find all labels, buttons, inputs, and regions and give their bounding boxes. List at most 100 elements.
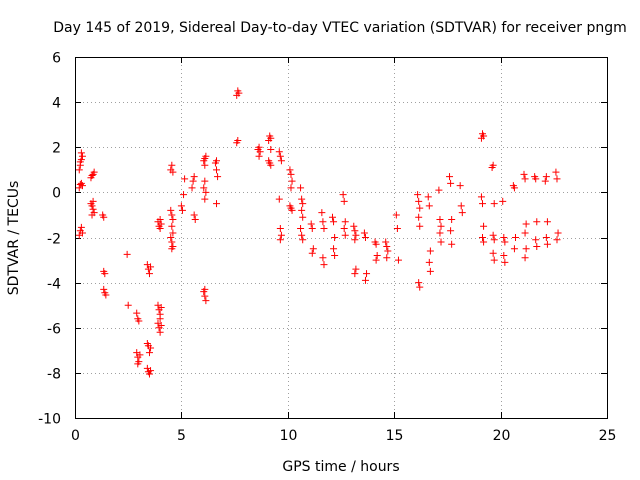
x-tick-label: 15 — [386, 428, 404, 444]
data-point — [100, 213, 108, 221]
data-point — [178, 206, 186, 214]
data-point — [299, 200, 307, 208]
data-point — [287, 184, 295, 192]
data-point — [88, 202, 96, 210]
data-point — [533, 243, 541, 251]
data-point — [298, 206, 306, 214]
data-point — [168, 245, 176, 253]
data-point — [202, 188, 210, 196]
data-point — [510, 184, 518, 192]
data-point — [331, 234, 339, 241]
data-point — [448, 215, 456, 223]
data-point — [424, 193, 432, 201]
data-point — [373, 252, 381, 260]
data-point — [415, 213, 423, 221]
y-tick-label: -6 — [47, 322, 61, 338]
data-point — [532, 236, 540, 244]
data-point — [437, 238, 445, 246]
data-point — [288, 206, 296, 214]
data-point — [100, 285, 108, 293]
y-tick-label: 4 — [52, 96, 61, 112]
data-point — [157, 220, 165, 228]
data-point — [351, 227, 359, 235]
data-point — [156, 215, 164, 223]
data-point — [190, 173, 198, 181]
data-point — [89, 197, 97, 205]
data-point — [267, 134, 275, 142]
data-point — [383, 254, 391, 262]
data-point — [191, 215, 199, 223]
data-point — [77, 223, 85, 231]
data-point — [436, 229, 444, 237]
data-point — [447, 227, 455, 235]
data-point — [123, 250, 131, 258]
data-point — [90, 168, 98, 176]
y-tick-label: 6 — [52, 51, 61, 67]
data-point — [190, 211, 198, 219]
data-point — [255, 143, 263, 151]
data-point — [425, 202, 433, 210]
y-tick-label: -10 — [38, 412, 61, 428]
data-point — [76, 158, 84, 166]
data-point — [331, 252, 339, 260]
data-point — [382, 238, 390, 246]
x-tick-label: 10 — [280, 428, 298, 444]
data-point — [213, 200, 221, 208]
data-point — [372, 240, 380, 248]
data-point — [340, 224, 348, 232]
data-point — [446, 173, 454, 181]
data-point — [448, 240, 456, 248]
data-point — [276, 152, 284, 160]
chart-title: Day 145 of 2019, Sidereal Day-to-day VTE… — [53, 20, 627, 36]
data-point — [552, 168, 560, 176]
data-point — [458, 209, 466, 217]
data-point — [480, 222, 488, 230]
data-point — [490, 256, 498, 264]
data-point — [426, 247, 434, 255]
data-point — [340, 197, 348, 205]
data-point — [133, 309, 141, 317]
y-tick-label: -2 — [47, 232, 61, 248]
y-tick-label: 2 — [52, 141, 61, 157]
data-point — [479, 200, 487, 208]
data-point — [384, 247, 392, 255]
y-tick-label: -8 — [47, 367, 61, 383]
data-point — [287, 170, 295, 178]
data-point — [435, 186, 443, 194]
data-point — [554, 229, 562, 237]
data-point — [200, 184, 208, 192]
data-point — [320, 261, 328, 269]
data-point — [520, 170, 528, 178]
data-point — [147, 367, 155, 375]
data-point — [157, 303, 165, 311]
data-point — [234, 136, 242, 144]
data-point — [510, 245, 518, 253]
data-point — [341, 218, 349, 226]
data-point — [416, 204, 424, 212]
data-point — [201, 285, 209, 293]
data-point — [383, 243, 391, 251]
data-point — [180, 191, 188, 199]
data-point — [299, 236, 307, 244]
data-point — [201, 292, 209, 300]
data-point — [168, 238, 176, 246]
data-point — [394, 256, 402, 264]
data-point — [78, 229, 86, 237]
data-point — [134, 360, 142, 368]
data-point — [361, 276, 369, 284]
data-point — [201, 195, 209, 203]
data-point — [157, 321, 165, 329]
data-point — [89, 205, 97, 213]
data-point — [372, 256, 380, 264]
data-point — [214, 173, 222, 181]
data-point — [414, 191, 422, 199]
data-point — [298, 231, 306, 239]
data-point — [189, 177, 197, 185]
data-point — [511, 234, 519, 241]
data-point — [500, 252, 508, 260]
data-point — [328, 213, 336, 221]
data-point — [168, 161, 176, 169]
data-point — [352, 265, 360, 273]
x-axis-title: GPS time / hours — [282, 459, 399, 475]
data-point — [145, 370, 153, 378]
